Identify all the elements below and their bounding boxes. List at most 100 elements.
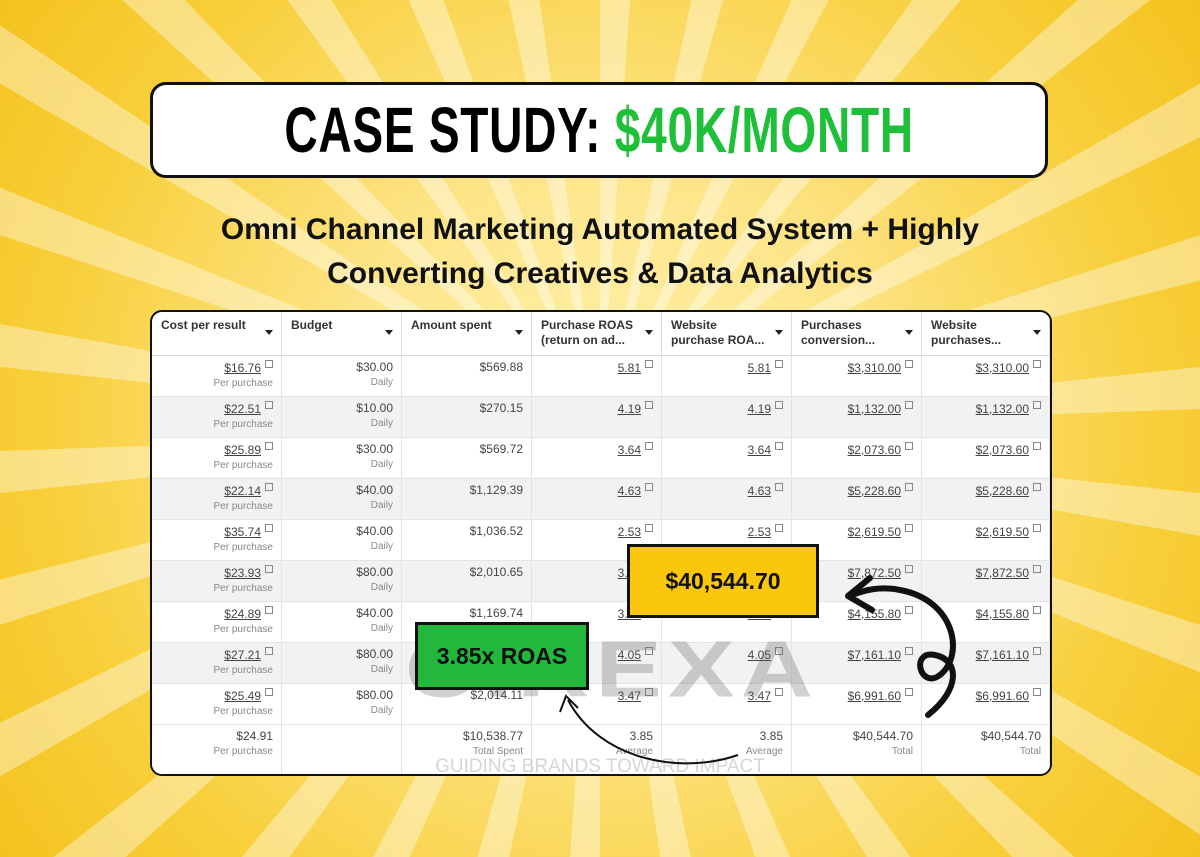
cell-value: $10,538.77: [462, 729, 523, 743]
cell-value: $80.00: [356, 688, 393, 702]
cell-value: $569.72: [479, 442, 523, 456]
table-cell: $30.00 Daily: [282, 356, 402, 397]
table-cell: 4.19: [662, 397, 792, 438]
table-cell: $2,010.65: [402, 561, 532, 602]
table-cell: $23.93 Per purchase: [152, 561, 282, 602]
cell-value: $3,310.00: [930, 360, 1041, 375]
table-cell: $2,014.11: [402, 684, 532, 725]
cell-value: 3.85: [629, 729, 653, 743]
cell-value: $2,619.50: [930, 524, 1041, 539]
table-cell: $6,991.60: [922, 684, 1050, 725]
cell-value: $30.00: [356, 360, 393, 374]
cell-value: $1,169.74: [469, 606, 523, 620]
cell-value: $1,132.00: [930, 401, 1041, 416]
cell-note: Total: [1019, 746, 1041, 757]
cell-value: $27.21: [160, 647, 273, 662]
subtitle: Omni Channel Marketing Automated System …: [0, 208, 1200, 296]
cell-value: $25.89: [160, 442, 273, 457]
cell-value: $1,036.52: [469, 524, 523, 538]
cell-value: $5,228.60: [800, 483, 913, 498]
cell-value: $40.00: [356, 483, 393, 497]
cell-note: Per purchase: [213, 501, 273, 512]
table-cell: $22.51 Per purchase: [152, 397, 282, 438]
cell-value: $40,544.70: [980, 729, 1041, 743]
table-cell: 5.81: [662, 356, 792, 397]
cell-value: $569.88: [479, 360, 523, 374]
table-cell: $3,310.00: [792, 356, 922, 397]
cell-note: Daily: [370, 623, 393, 634]
table-cell: $30.00 Daily: [282, 438, 402, 479]
table-cell: $569.72: [402, 438, 532, 479]
cell-value: $2,073.60: [930, 442, 1041, 457]
cell-note: Per purchase: [213, 746, 273, 757]
cell-value: 3.47: [540, 688, 653, 703]
cell-note: Daily: [370, 459, 393, 470]
table-cell: $40.00 Daily: [282, 520, 402, 561]
cell-value: 4.19: [540, 401, 653, 416]
table-cell: 3.64: [662, 438, 792, 479]
revenue-callout: $40,544.70: [627, 544, 819, 618]
cell-value: $30.00: [356, 442, 393, 456]
table-cell: $80.00 Daily: [282, 684, 402, 725]
table-cell: $16.76 Per purchase: [152, 356, 282, 397]
table-cell: $40.00 Daily: [282, 479, 402, 520]
cell-value: 4.19: [670, 401, 783, 416]
table-cell: $1,132.00: [792, 397, 922, 438]
column-header: Purchase ROAS (return on ad...: [532, 312, 662, 356]
cell-value: $6,991.60: [930, 688, 1041, 703]
table-cell: $1,129.39: [402, 479, 532, 520]
cell-value: $16.76: [160, 360, 273, 375]
table-cell: $25.49 Per purchase: [152, 684, 282, 725]
cell-note: Per purchase: [213, 378, 273, 389]
cell-value: $3,310.00: [800, 360, 913, 375]
cell-value: 3.64: [540, 442, 653, 457]
cell-note: Per purchase: [213, 706, 273, 717]
cell-value: $22.14: [160, 483, 273, 498]
table-cell: 4.63: [662, 479, 792, 520]
subtitle-line: Omni Channel Marketing Automated System …: [220, 213, 980, 246]
column-header: Purchases conversion...: [792, 312, 922, 356]
cell-value: $1,132.00: [800, 401, 913, 416]
cell-value: 3.47: [670, 688, 783, 703]
table-cell: $5,228.60: [922, 479, 1050, 520]
cell-note: Daily: [370, 705, 393, 716]
cell-value: 2.53: [540, 524, 653, 539]
cell-value: $80.00: [356, 647, 393, 661]
cell-value: $5,228.60: [930, 483, 1041, 498]
title-box: CASE STUDY: $40K/MONTH: [150, 82, 1048, 178]
table-cell: 3.64: [532, 438, 662, 479]
table-cell: $2,619.50: [922, 520, 1050, 561]
cell-value: 2.53: [670, 524, 783, 539]
cell-note: Average: [745, 746, 783, 757]
column-header: Budget: [282, 312, 402, 356]
cell-value: $40.00: [356, 524, 393, 538]
column-header: Cost per result: [152, 312, 282, 356]
table-cell: 3.47: [662, 684, 792, 725]
column-header: Amount spent: [402, 312, 532, 356]
cell-note: Daily: [370, 418, 393, 429]
title-highlight: $40K/MONTH: [614, 94, 914, 166]
title-prefix: CASE STUDY:: [284, 94, 602, 166]
cell-value: 5.81: [670, 360, 783, 375]
cell-note: Per purchase: [213, 419, 273, 430]
cell-value: $35.74: [160, 524, 273, 539]
table-cell: $7,872.50: [922, 561, 1050, 602]
table-cell: $569.88: [402, 356, 532, 397]
table-cell: $4,155.80: [922, 602, 1050, 643]
cell-value: $80.00: [356, 565, 393, 579]
cell-value: 3.85: [759, 729, 783, 743]
table-cell: $2,619.50: [792, 520, 922, 561]
watermark-tagline: GUIDING BRANDS TOWARD IMPACT: [435, 756, 765, 777]
cell-note: Per purchase: [213, 583, 273, 594]
roas-callout: 3.85x ROAS: [415, 622, 589, 690]
cell-value: $40,544.70: [852, 729, 913, 743]
cell-value: $2,010.65: [469, 565, 523, 579]
cell-note: Per purchase: [213, 665, 273, 676]
cell-value: $4,155.80: [930, 606, 1041, 621]
cell-value: $7,872.50: [930, 565, 1041, 580]
cell-note: Total: [891, 746, 913, 757]
cell-note: Per purchase: [213, 542, 273, 553]
table-cell: $2,073.60: [922, 438, 1050, 479]
cell-value: $40.00: [356, 606, 393, 620]
table-cell: 3.85 Average: [662, 725, 792, 774]
